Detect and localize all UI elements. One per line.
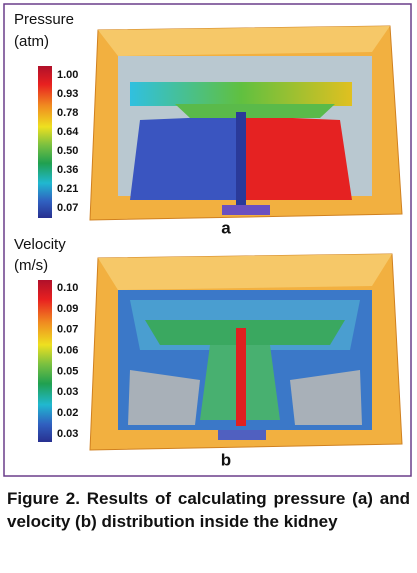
stem bbox=[236, 112, 246, 212]
scale-label: 0.06 bbox=[57, 344, 78, 356]
scale-label: 0.02 bbox=[57, 407, 78, 419]
figure: Pressure (atm) a Velocity (m/s) b 1.00 0.… bbox=[3, 3, 412, 477]
caption: Figure 2. Results of calculating pressur… bbox=[7, 489, 410, 531]
stem bbox=[236, 328, 246, 426]
box-rim bbox=[98, 26, 390, 56]
outlet bbox=[218, 430, 266, 440]
field bbox=[175, 104, 335, 118]
scale-label: 0.07 bbox=[57, 324, 78, 336]
legend-unit: (atm) bbox=[14, 33, 49, 50]
scale-label: 0.21 bbox=[57, 183, 78, 195]
field bbox=[246, 116, 352, 200]
field bbox=[128, 370, 200, 425]
frame bbox=[3, 3, 412, 477]
scale-label: 0.64 bbox=[57, 126, 79, 138]
field bbox=[130, 116, 236, 200]
legend-title: Velocity bbox=[14, 236, 66, 253]
colorbar bbox=[38, 280, 52, 442]
box-rim bbox=[98, 254, 392, 290]
outlet bbox=[222, 205, 270, 215]
scale-label: 0.93 bbox=[57, 88, 78, 100]
colorbar bbox=[38, 66, 52, 218]
scale-label: 0.50 bbox=[57, 145, 78, 157]
pressure-panel: Pressure (atm) a bbox=[14, 11, 403, 237]
field bbox=[290, 370, 362, 425]
scale-label: 0.03 bbox=[57, 428, 78, 440]
legend-unit: (m/s) bbox=[14, 257, 48, 274]
panel-label: a bbox=[221, 218, 231, 237]
scale-label: 0.78 bbox=[57, 107, 78, 119]
scale-label: 0.07 bbox=[57, 202, 78, 214]
scale-label: 0.09 bbox=[57, 303, 78, 315]
velocity-panel: Velocity (m/s) b bbox=[14, 236, 403, 469]
scale-label: 1.00 bbox=[57, 69, 78, 81]
scale-label: 0.10 bbox=[57, 282, 78, 294]
legend-title: Pressure bbox=[14, 11, 74, 28]
scale-label: 0.36 bbox=[57, 164, 78, 176]
scale-label: 0.03 bbox=[57, 386, 78, 398]
panel-label: b bbox=[221, 450, 231, 469]
scale-label: 0.05 bbox=[57, 365, 78, 377]
field bbox=[130, 82, 352, 106]
